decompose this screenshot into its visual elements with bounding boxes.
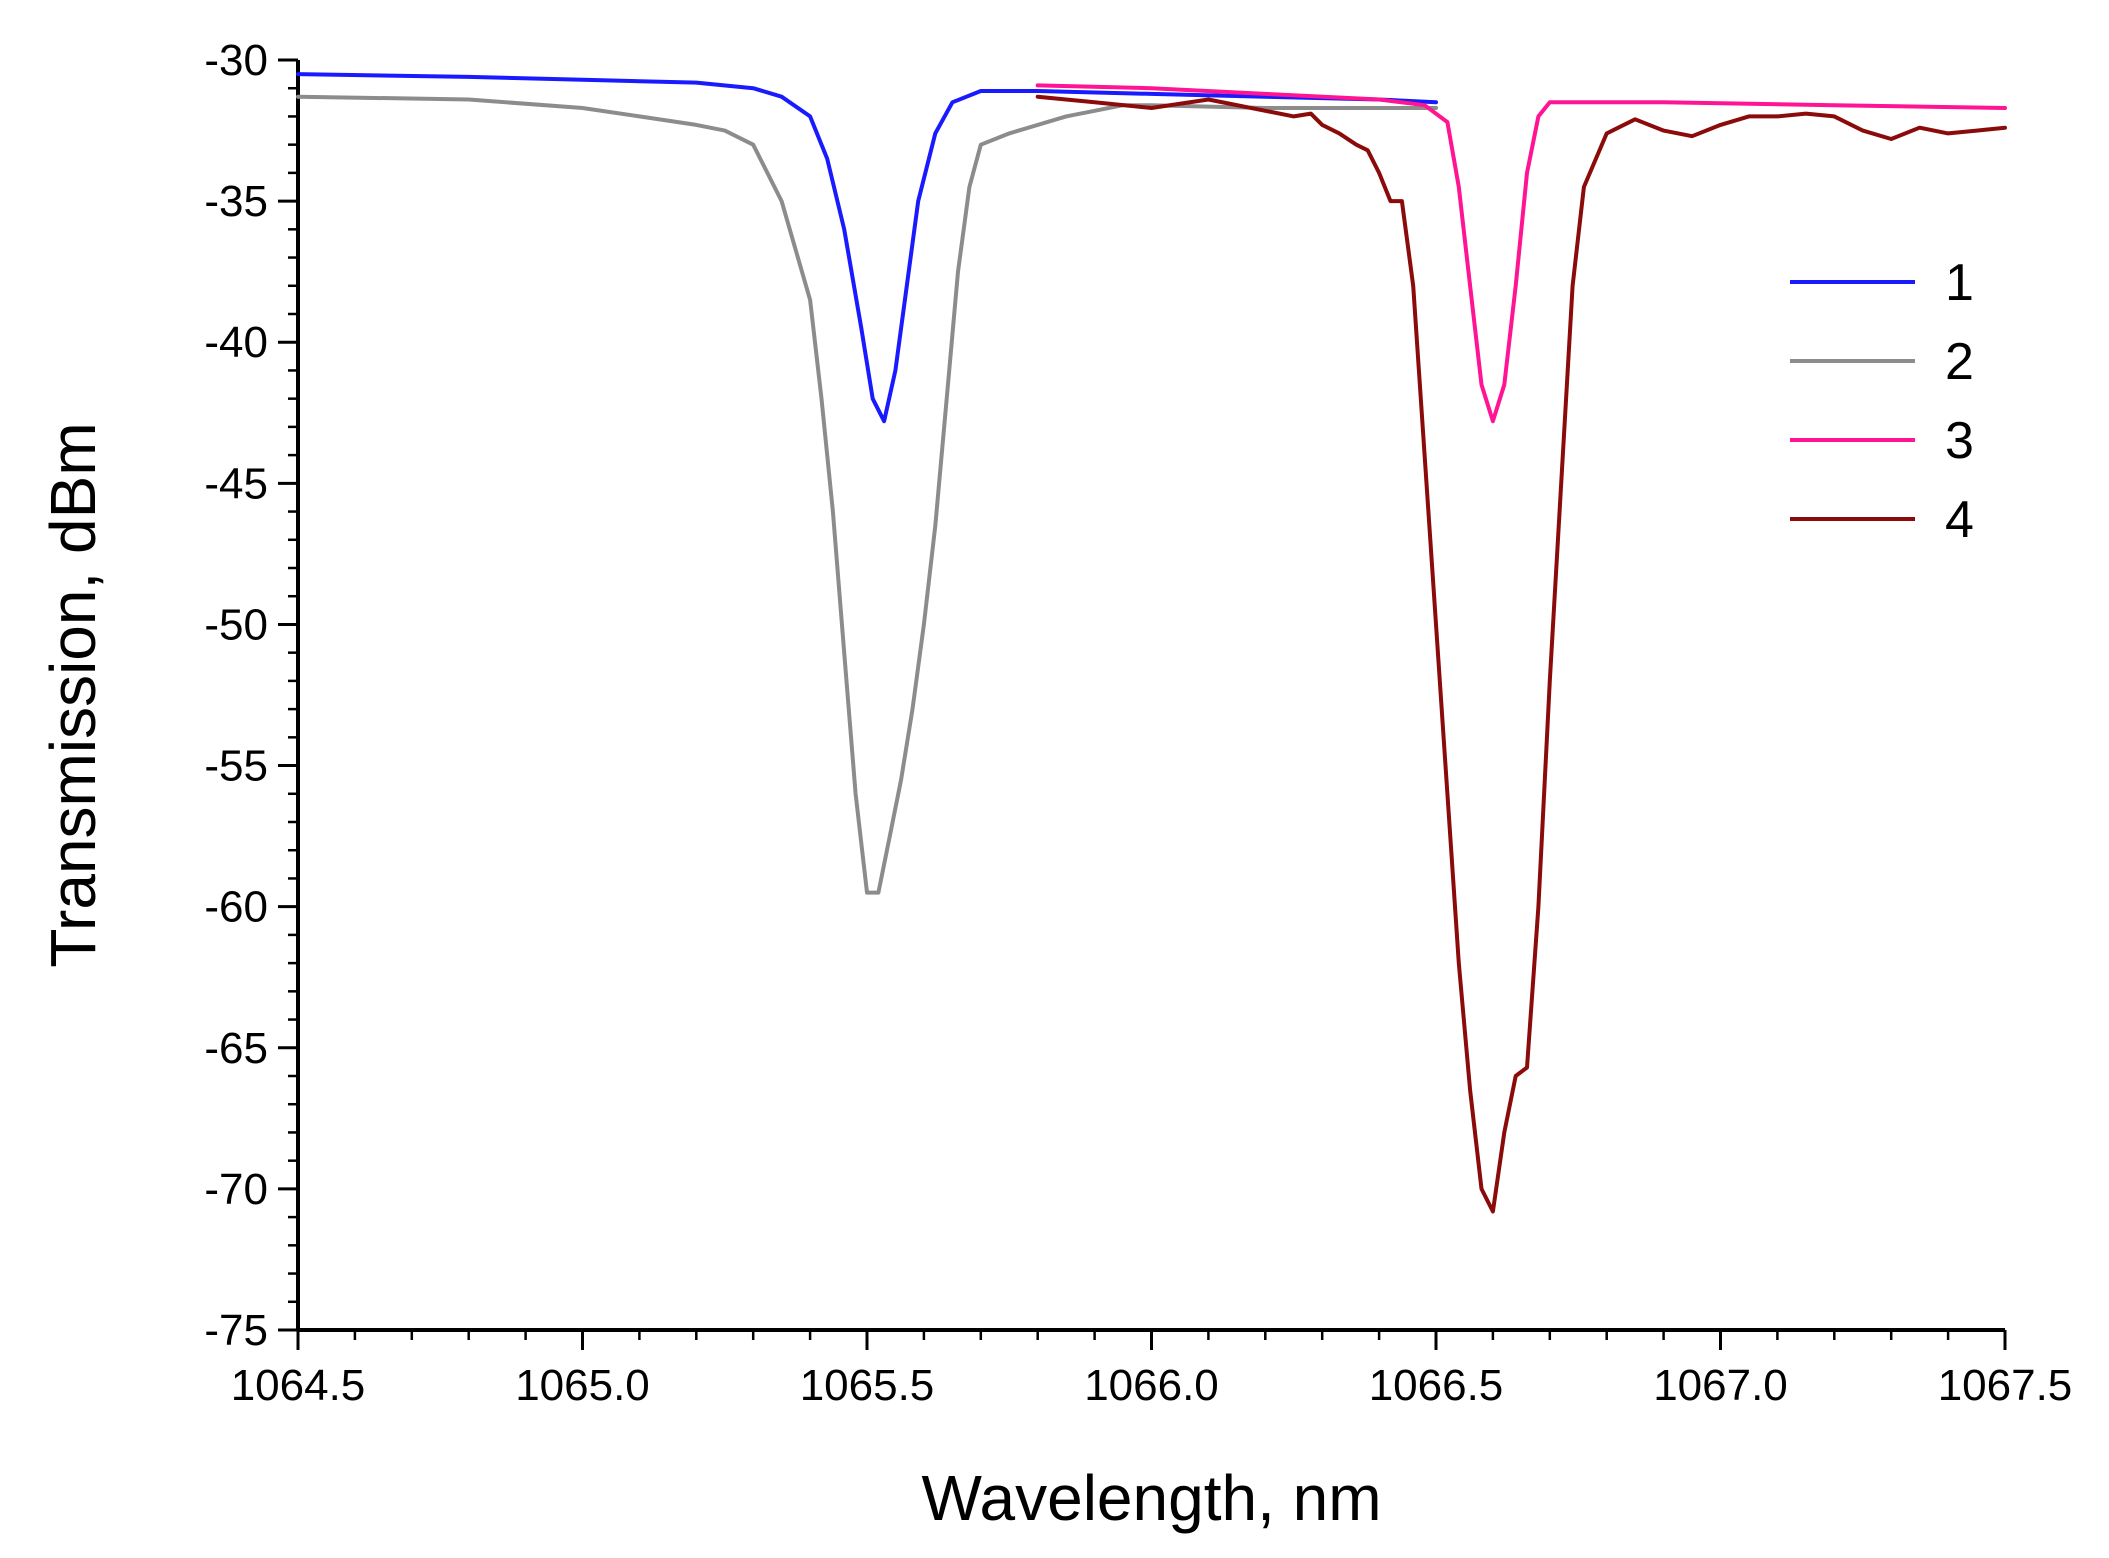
y-axis-title: Transmission, dBm <box>37 422 109 967</box>
axis-titles: Wavelength, nm Transmission, dBm <box>37 422 1382 1534</box>
x-tick-label: 1065.0 <box>515 1361 650 1410</box>
x-axis-title: Wavelength, nm <box>921 1462 1381 1534</box>
y-tick-label: -60 <box>204 883 268 932</box>
x-tick-label: 1067.5 <box>1938 1361 2073 1410</box>
series-line-3 <box>1035 83 2007 424</box>
legend-label-2: 2 <box>1945 333 1974 391</box>
x-tick-label: 1065.5 <box>800 1361 935 1410</box>
series-line-4 <box>1035 94 2007 1214</box>
series-line-2 <box>296 94 1438 895</box>
y-tick-label: -40 <box>204 318 268 367</box>
y-tick-label: -45 <box>204 459 268 508</box>
legend-label-3: 3 <box>1945 412 1974 470</box>
y-tick-label: -70 <box>204 1165 268 1214</box>
legend: 1 2 3 4 <box>1790 254 1974 549</box>
y-tick-label: -35 <box>204 177 268 226</box>
axes-layer: -30 -35 -40 -45 -50 -55 -60 -65 -70 -75 1064.5 1065… <box>204 36 2072 1410</box>
series-layer <box>296 72 2007 1214</box>
y-tick-label: -30 <box>204 36 268 85</box>
x-tick-label: 1064.5 <box>231 1361 366 1410</box>
series-line-1 <box>296 72 1438 424</box>
y-tick-label: -55 <box>204 742 268 791</box>
legend-label-4: 4 <box>1945 491 1974 549</box>
x-tick-label: 1066.0 <box>1084 1361 1219 1410</box>
x-tick-label: 1066.5 <box>1369 1361 1504 1410</box>
y-tick-label: -50 <box>204 600 268 649</box>
y-tick-label: -75 <box>204 1306 268 1355</box>
x-tick-label: 1067.0 <box>1653 1361 1788 1410</box>
legend-label-1: 1 <box>1945 254 1974 312</box>
y-tick-label: -65 <box>204 1024 268 1073</box>
